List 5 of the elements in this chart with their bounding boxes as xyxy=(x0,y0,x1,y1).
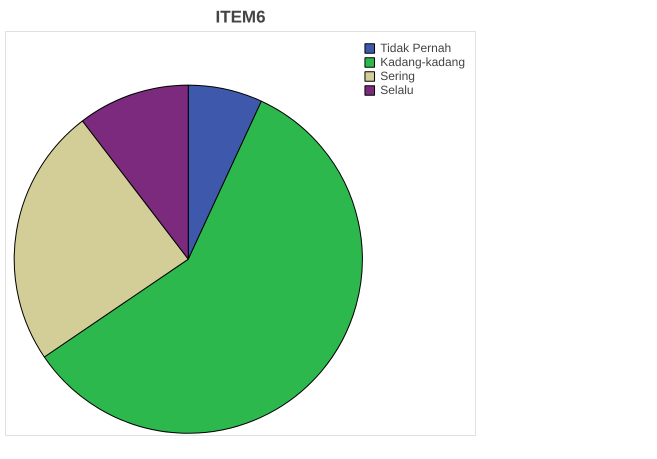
legend-label: Selalu xyxy=(380,83,414,97)
chart-title: ITEM6 xyxy=(215,8,266,26)
legend-label: Tidak Pernah xyxy=(380,41,452,55)
legend-label: Sering xyxy=(380,69,415,83)
legend-label: Kadang-kadang xyxy=(380,55,465,69)
